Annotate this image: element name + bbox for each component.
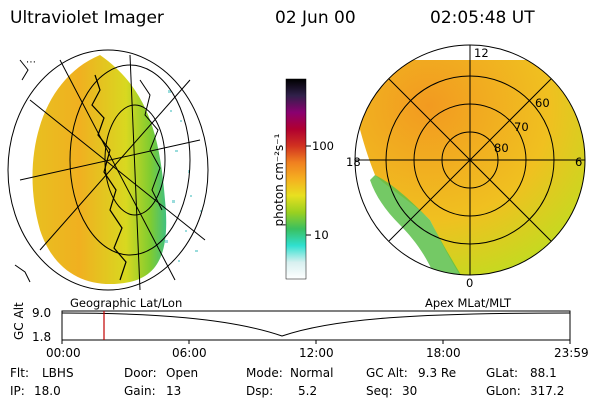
seq-label: Seq: — [366, 384, 393, 398]
scatter-noise — [165, 90, 202, 262]
timeline-tick-2: 12:00 — [299, 346, 334, 360]
mlat-label-80: 80 — [494, 141, 509, 155]
geographic-map: ⋯ — [7, 49, 209, 291]
colorbar-tick-100: 100 — [312, 139, 334, 153]
mlt-label-12: 12 — [474, 46, 489, 60]
orbit-timeline — [61, 310, 571, 344]
ip-value: 18.0 — [34, 384, 61, 398]
door-label: Door: — [124, 366, 157, 380]
svg-text:⋯: ⋯ — [26, 57, 36, 68]
glat-value: 88.1 — [530, 366, 557, 380]
flt-label: Flt: — [10, 366, 29, 380]
gcalt-value: 9.3 Re — [418, 366, 457, 380]
instrument-title: Ultraviolet Imager — [10, 8, 164, 28]
mlt-label-18: 18 — [346, 155, 361, 169]
colorbar-tick-10: 10 — [314, 228, 329, 242]
mode-value: Normal — [290, 366, 334, 380]
apex-label: Apex MLat/MLT — [425, 296, 512, 310]
dsp-value: 5.2 — [298, 384, 318, 398]
date-label: 02 Jun 00 — [275, 8, 356, 28]
dsp-label: Dsp: — [246, 384, 274, 398]
auroral-emission-right — [355, 60, 585, 275]
glat-label: GLat: — [486, 366, 519, 380]
glon-label: GLon: — [486, 384, 521, 398]
flt-value: LBHS — [42, 366, 74, 380]
geographic-label: Geographic Lat/Lon — [70, 296, 183, 310]
timeline-tick-0: 00:00 — [46, 346, 81, 360]
mlat-label-60: 60 — [535, 96, 550, 110]
glon-value: 317.2 — [530, 384, 565, 398]
door-value: Open — [166, 366, 199, 380]
timeline-ytop: 9.0 — [32, 306, 52, 320]
colorbar-unit-label: photon cm⁻²s⁻¹ — [272, 133, 286, 227]
timeline-tick-3: 18:00 — [426, 346, 461, 360]
gain-value: 13 — [166, 384, 182, 398]
mlat-label-70: 70 — [514, 120, 529, 134]
ip-label: IP: — [10, 384, 25, 398]
timeline-ylabel: GC Alt — [12, 302, 26, 340]
colorbar — [285, 78, 311, 280]
mlt-label-6: 6 — [575, 155, 583, 169]
timeline-tick-4: 23:59 — [554, 346, 589, 360]
gain-label: Gain: — [124, 384, 156, 398]
seq-value: 30 — [402, 384, 418, 398]
colorbar-rect — [285, 78, 307, 280]
timeline-ybottom: 1.8 — [32, 330, 52, 344]
timeline-tick-1: 06:00 — [172, 346, 207, 360]
time-label: 02:05:48 UT — [430, 8, 535, 28]
gcalt-label: GC Alt: — [366, 366, 408, 380]
apex-map — [354, 44, 586, 276]
mode-label: Mode: — [246, 366, 283, 380]
mlt-label-0: 0 — [466, 276, 474, 290]
